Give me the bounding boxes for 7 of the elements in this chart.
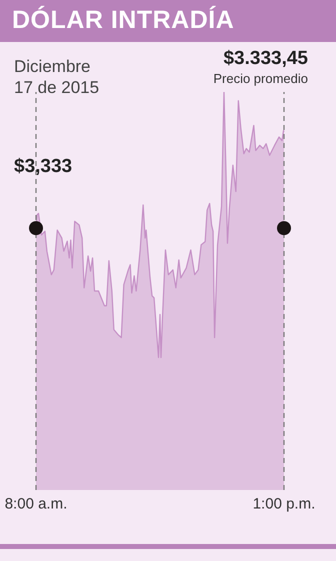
chart-subtitle: Diciembre 17 de 2015 [14,56,100,98]
text: Precio promedio [213,71,308,86]
annotation: $3,333 [14,156,72,178]
chart-title: DÓLAR INTRADÍA [12,6,234,35]
x-tick-label: 1:00 p.m. [252,496,316,513]
text: $3.333,45 [223,48,308,70]
x-tick-label: 8:00 a.m. [4,496,68,513]
